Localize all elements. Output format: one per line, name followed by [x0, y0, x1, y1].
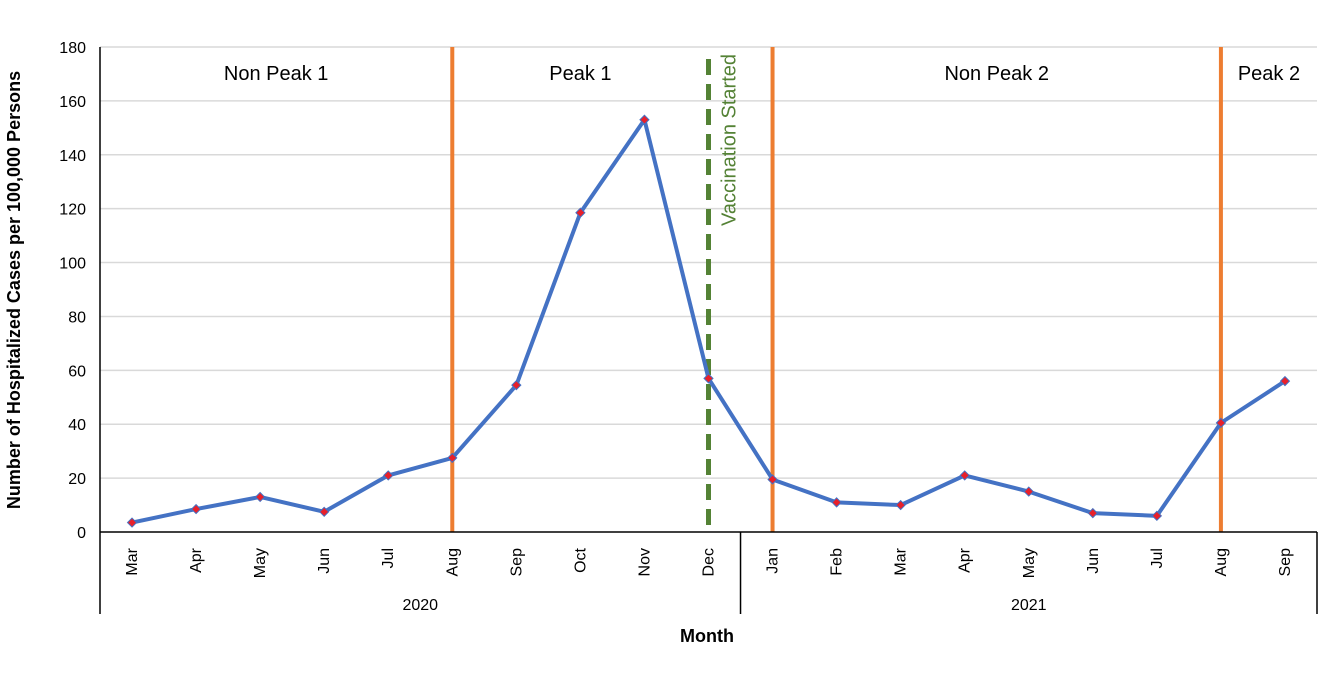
year-label: 2020 [402, 597, 438, 614]
x-tick-label: Jun [316, 548, 333, 574]
data-point [447, 452, 458, 464]
y-tick-label: 160 [59, 94, 86, 111]
x-tick-label: May [252, 548, 269, 578]
x-tick-label: Dec [701, 548, 718, 576]
x-tick-label: Apr [188, 547, 205, 573]
y-tick-label: 0 [77, 525, 86, 542]
x-tick-label: Apr [957, 547, 974, 573]
period-regions: Non Peak 1 Peak 1 Non Peak 2 Peak 2 Vaccinat… [224, 47, 1300, 532]
data-point [1279, 375, 1291, 387]
data-point [1151, 510, 1163, 522]
y-axis-title: Number of Hospitalized Cases per 100,000… [4, 71, 24, 509]
x-tick-label: Sep [508, 548, 525, 577]
x-tick-label: May [1021, 548, 1038, 578]
data-point [767, 474, 778, 485]
y-tick-label: 40 [68, 417, 86, 434]
data-point [639, 114, 650, 125]
x-tick-label: Mar [893, 547, 910, 575]
data-point [383, 470, 394, 481]
x-tick-label: Jul [1149, 548, 1166, 568]
data-point [511, 379, 522, 391]
x-tick-label: Feb [829, 548, 846, 576]
x-axis-title: Month [680, 626, 734, 646]
x-tick-label: Nov [636, 548, 653, 576]
period-label: Peak 1 [549, 63, 611, 85]
x-tick-label: Sep [1277, 548, 1294, 577]
data-point [126, 517, 138, 528]
y-tick-label: 60 [68, 363, 86, 380]
x-tick-label: Aug [1213, 548, 1230, 576]
y-tick-label: 180 [59, 40, 86, 57]
data-point [575, 207, 586, 218]
data-point [190, 503, 202, 515]
x-tick-label: Mar [124, 547, 141, 575]
period-label: Non Peak 2 [944, 63, 1049, 85]
data-point [1023, 486, 1034, 497]
x-tick-label: Oct [572, 547, 589, 572]
x-tick-label: Jun [1085, 548, 1102, 574]
x-tick-label: Aug [444, 548, 461, 576]
y-tick-label: 20 [68, 471, 86, 488]
data-point [1215, 417, 1227, 429]
y-tick-label: 80 [68, 309, 86, 326]
y-tick-label: 120 [59, 202, 86, 219]
series-line [126, 114, 1291, 528]
period-label: Peak 2 [1238, 63, 1300, 85]
x-tick-label: Jan [765, 548, 782, 574]
data-point [959, 470, 970, 481]
data-point [703, 373, 714, 384]
data-point [831, 497, 842, 508]
period-label: Non Peak 1 [224, 63, 329, 85]
data-point [254, 491, 266, 503]
year-label: 2021 [1011, 597, 1047, 614]
data-point [318, 506, 330, 517]
data-point [895, 499, 906, 511]
y-tick-label: 100 [59, 256, 86, 273]
vaccination-label: Vaccination Started [719, 54, 741, 226]
x-tick-label: Jul [380, 548, 397, 568]
data-point [1087, 507, 1099, 519]
y-tick-label: 140 [59, 148, 86, 165]
axes: 0 20 40 60 80 100 120 140 160 180 Mar Apr May Jun Jul A… [59, 40, 1318, 614]
